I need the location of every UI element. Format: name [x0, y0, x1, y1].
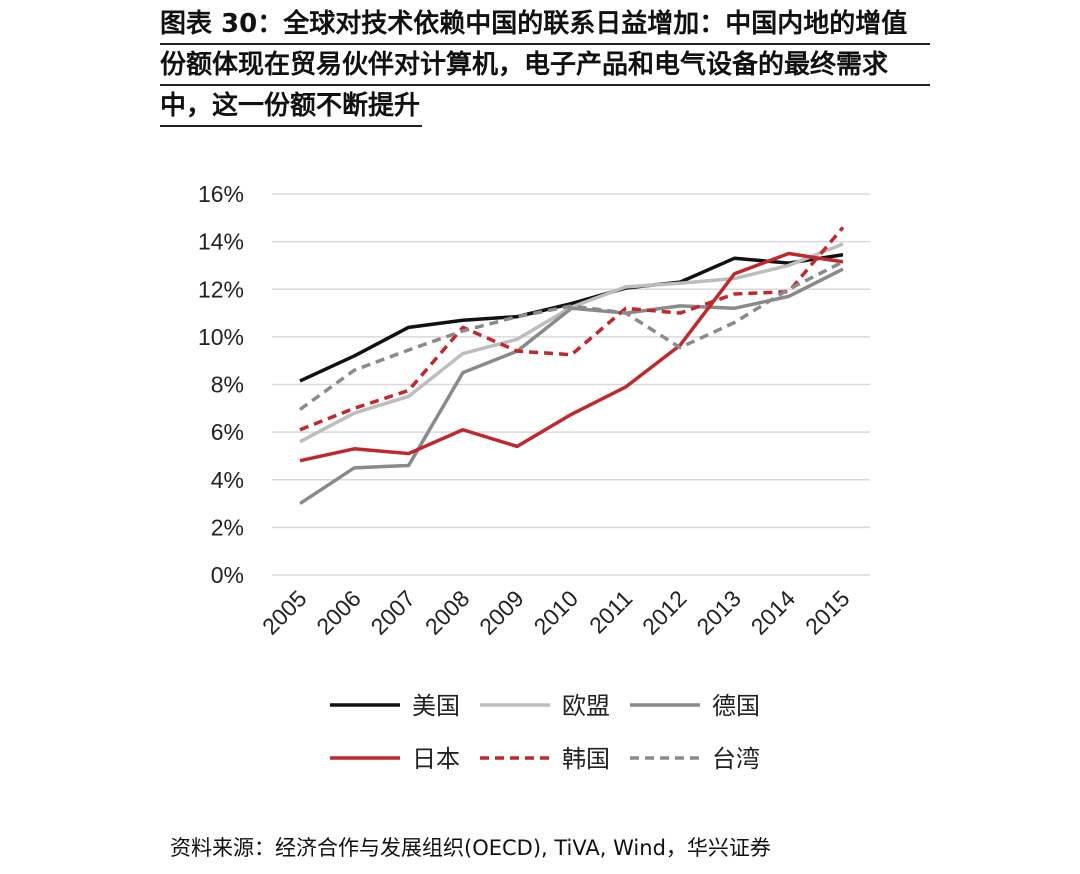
source-note: 资料来源：经济合作与发展组织(OECD), TiVA, Wind，华兴证券: [170, 836, 771, 860]
legend-label: 德国: [712, 692, 760, 720]
title-line: 图表 30：全球对技术依赖中国的联系日益增加：中国内地的增值: [160, 4, 930, 45]
x-tick-label: 2006: [311, 585, 366, 640]
x-tick-label: 2009: [474, 585, 529, 640]
legend-label: 日本: [412, 745, 460, 773]
legend-label: 欧盟: [562, 692, 610, 720]
x-tick-label: 2015: [800, 585, 855, 640]
x-tick-label: 2012: [637, 585, 692, 640]
x-tick-label: 2010: [528, 585, 583, 640]
y-tick-label: 6%: [211, 419, 244, 445]
y-tick-label: 4%: [211, 467, 244, 493]
y-tick-label: 16%: [198, 181, 244, 207]
x-tick-label: 2007: [366, 585, 421, 640]
y-tick-label: 12%: [198, 276, 244, 302]
x-tick-label: 2008: [420, 585, 475, 640]
x-tick-label: 2013: [691, 585, 746, 640]
series-line-台湾: [298, 260, 844, 411]
chart-title: 图表 30：全球对技术依赖中国的联系日益增加：中国内地的增值 份额体现在贸易伙伴…: [160, 4, 930, 127]
series-line-日本: [299, 251, 844, 463]
series-line-德国: [299, 267, 844, 506]
y-tick-label: 2%: [211, 514, 244, 540]
x-tick-label: 2011: [584, 585, 637, 638]
y-tick-label: 10%: [198, 324, 244, 350]
title-line: 份额体现在贸易伙伴对计算机，电子产品和电气设备的最终需求: [160, 45, 930, 86]
y-tick-label: 14%: [198, 229, 244, 255]
x-tick-label: 2005: [257, 585, 312, 640]
y-tick-label: 0%: [211, 562, 244, 588]
x-tick-label: 2014: [746, 585, 801, 640]
legend-label: 美国: [412, 692, 460, 720]
title-line: 中，这一份额不断提升: [160, 86, 423, 127]
series-line-美国: [299, 252, 844, 383]
series-line-韩国: [299, 226, 845, 432]
legend-label: 台湾: [712, 745, 760, 773]
y-tick-label: 8%: [211, 372, 244, 398]
legend-label: 韩国: [562, 745, 610, 773]
